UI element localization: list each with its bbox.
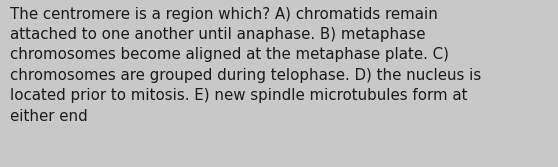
Text: The centromere is a region which? A) chromatids remain
attached to one another u: The centromere is a region which? A) chr… [10, 7, 482, 124]
